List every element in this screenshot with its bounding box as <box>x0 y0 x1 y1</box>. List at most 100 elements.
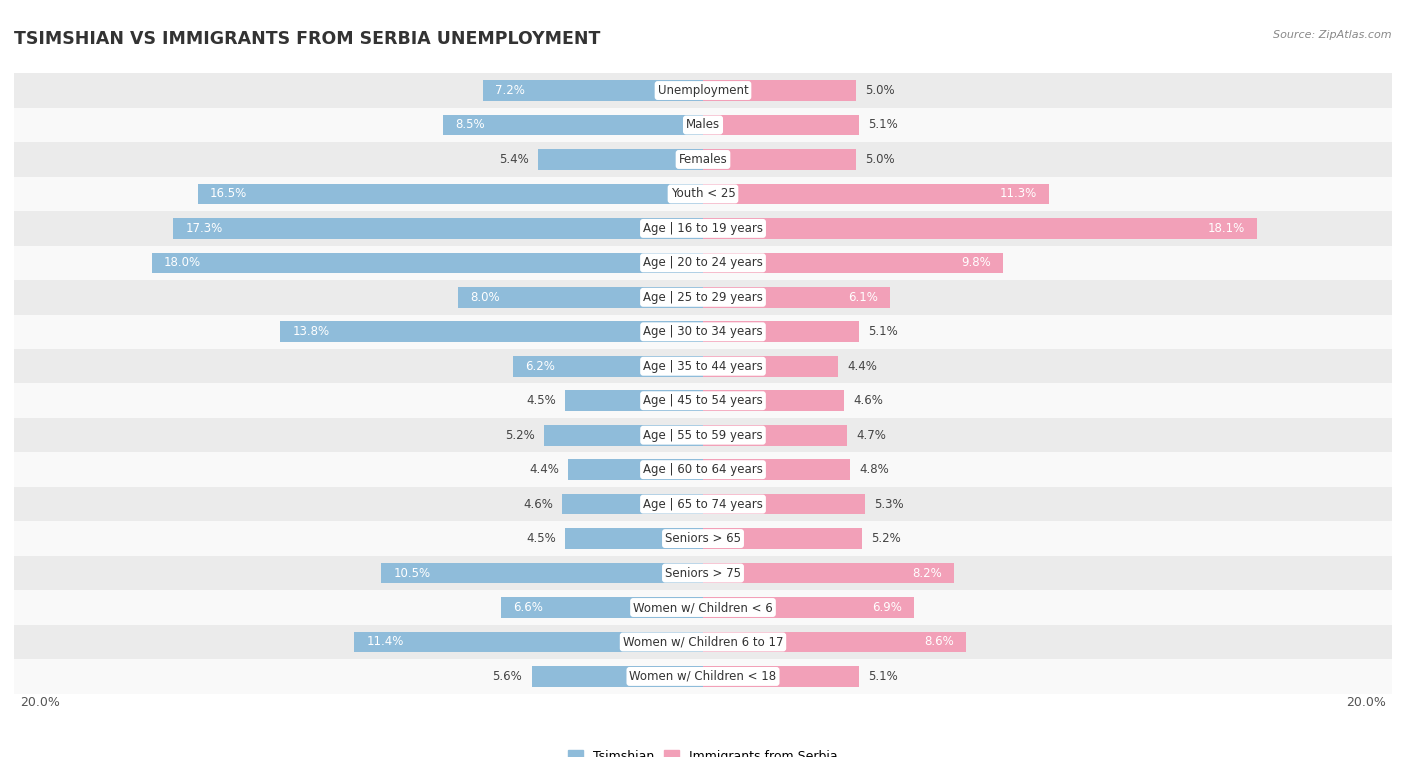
Text: Unemployment: Unemployment <box>658 84 748 97</box>
Text: Women w/ Children < 18: Women w/ Children < 18 <box>630 670 776 683</box>
Text: Age | 45 to 54 years: Age | 45 to 54 years <box>643 394 763 407</box>
Text: 4.5%: 4.5% <box>526 394 555 407</box>
Bar <box>0 590 1406 625</box>
Text: 5.2%: 5.2% <box>872 532 901 545</box>
Text: 20.0%: 20.0% <box>1346 696 1386 709</box>
Text: 8.6%: 8.6% <box>924 635 955 649</box>
Text: 6.6%: 6.6% <box>513 601 543 614</box>
Bar <box>354 631 703 653</box>
Text: 6.2%: 6.2% <box>526 360 555 372</box>
Text: Age | 20 to 24 years: Age | 20 to 24 years <box>643 257 763 269</box>
Bar <box>458 287 703 307</box>
Text: 17.3%: 17.3% <box>186 222 222 235</box>
Bar <box>0 280 1406 315</box>
Text: 18.0%: 18.0% <box>165 257 201 269</box>
Text: Age | 30 to 34 years: Age | 30 to 34 years <box>643 326 763 338</box>
Bar <box>703 287 890 307</box>
Text: TSIMSHIAN VS IMMIGRANTS FROM SERBIA UNEMPLOYMENT: TSIMSHIAN VS IMMIGRANTS FROM SERBIA UNEM… <box>14 30 600 48</box>
Text: Age | 55 to 59 years: Age | 55 to 59 years <box>643 428 763 441</box>
Text: 4.6%: 4.6% <box>853 394 883 407</box>
Bar <box>0 73 1406 107</box>
Bar <box>703 597 914 618</box>
Text: 5.3%: 5.3% <box>875 497 904 511</box>
Bar <box>513 356 703 376</box>
Text: 4.5%: 4.5% <box>526 532 555 545</box>
Bar <box>0 659 1406 693</box>
Text: Women w/ Children < 6: Women w/ Children < 6 <box>633 601 773 614</box>
Bar <box>0 142 1406 176</box>
Text: Age | 60 to 64 years: Age | 60 to 64 years <box>643 463 763 476</box>
Bar <box>703 666 859 687</box>
Bar <box>482 80 703 101</box>
Text: 8.0%: 8.0% <box>470 291 501 304</box>
Bar <box>0 245 1406 280</box>
Text: 10.5%: 10.5% <box>394 566 430 580</box>
Bar <box>703 218 1257 238</box>
Text: Women w/ Children 6 to 17: Women w/ Children 6 to 17 <box>623 635 783 649</box>
Text: 4.6%: 4.6% <box>523 497 553 511</box>
Text: 16.5%: 16.5% <box>209 188 247 201</box>
Text: Seniors > 75: Seniors > 75 <box>665 566 741 580</box>
Bar <box>703 356 838 376</box>
Text: 5.4%: 5.4% <box>499 153 529 166</box>
Text: Youth < 25: Youth < 25 <box>671 188 735 201</box>
Bar <box>568 459 703 480</box>
Bar <box>703 425 846 446</box>
Text: 5.1%: 5.1% <box>869 670 898 683</box>
Bar <box>544 425 703 446</box>
Bar <box>0 176 1406 211</box>
Bar <box>0 384 1406 418</box>
Text: 6.9%: 6.9% <box>872 601 903 614</box>
Bar <box>562 494 703 515</box>
Bar <box>501 597 703 618</box>
Bar <box>537 149 703 170</box>
Bar <box>565 528 703 549</box>
Bar <box>0 453 1406 487</box>
Bar <box>173 218 703 238</box>
Bar <box>0 418 1406 453</box>
Text: 9.8%: 9.8% <box>962 257 991 269</box>
Text: 5.1%: 5.1% <box>869 119 898 132</box>
Text: 5.0%: 5.0% <box>865 84 894 97</box>
Text: Age | 65 to 74 years: Age | 65 to 74 years <box>643 497 763 511</box>
Text: 11.4%: 11.4% <box>366 635 404 649</box>
Bar <box>0 487 1406 522</box>
Text: Age | 16 to 19 years: Age | 16 to 19 years <box>643 222 763 235</box>
Text: 11.3%: 11.3% <box>1000 188 1036 201</box>
Bar <box>703 459 851 480</box>
Bar <box>280 322 703 342</box>
Text: 4.8%: 4.8% <box>859 463 889 476</box>
Bar <box>381 562 703 584</box>
Text: 5.1%: 5.1% <box>869 326 898 338</box>
Bar <box>0 315 1406 349</box>
Text: 5.0%: 5.0% <box>865 153 894 166</box>
Text: Males: Males <box>686 119 720 132</box>
Bar <box>0 107 1406 142</box>
Bar <box>0 211 1406 245</box>
Legend: Tsimshian, Immigrants from Serbia: Tsimshian, Immigrants from Serbia <box>562 745 844 757</box>
Bar <box>198 184 703 204</box>
Text: 8.5%: 8.5% <box>456 119 485 132</box>
Text: 20.0%: 20.0% <box>20 696 60 709</box>
Bar <box>703 322 859 342</box>
Bar <box>703 631 966 653</box>
Bar <box>703 149 856 170</box>
Text: 4.4%: 4.4% <box>846 360 877 372</box>
Text: Source: ZipAtlas.com: Source: ZipAtlas.com <box>1274 30 1392 40</box>
Text: 5.2%: 5.2% <box>505 428 534 441</box>
Text: 8.2%: 8.2% <box>912 566 942 580</box>
Bar <box>703 562 955 584</box>
Bar <box>565 391 703 411</box>
Text: 4.4%: 4.4% <box>529 463 560 476</box>
Bar <box>703 114 859 136</box>
Bar <box>703 528 862 549</box>
Text: Females: Females <box>679 153 727 166</box>
Bar <box>703 391 844 411</box>
Text: 13.8%: 13.8% <box>292 326 330 338</box>
Text: 5.6%: 5.6% <box>492 670 523 683</box>
Bar <box>152 253 703 273</box>
Text: Age | 35 to 44 years: Age | 35 to 44 years <box>643 360 763 372</box>
Bar <box>703 494 865 515</box>
Text: 18.1%: 18.1% <box>1208 222 1244 235</box>
Bar <box>0 556 1406 590</box>
